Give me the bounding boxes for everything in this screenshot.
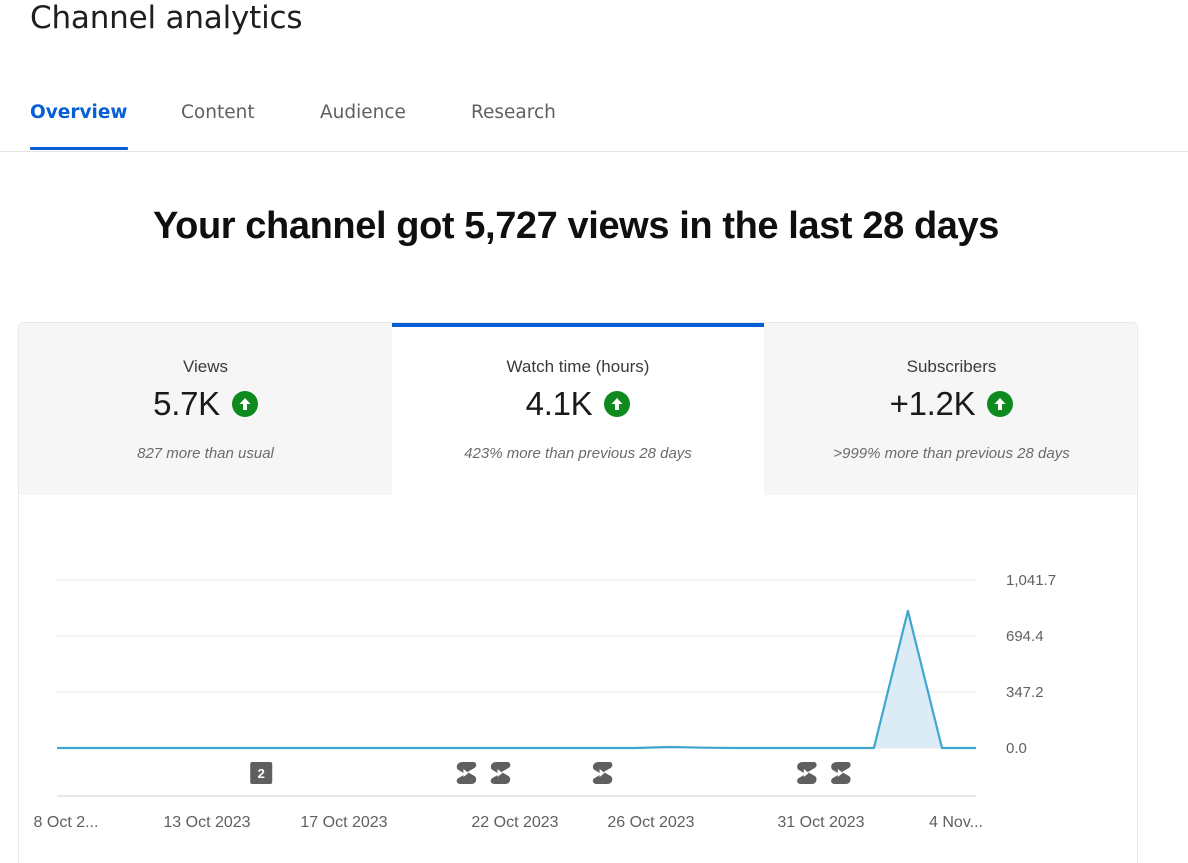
- x-tick-label: 22 Oct 2023: [471, 814, 558, 831]
- tab-content[interactable]: Content: [181, 102, 255, 123]
- watch-time-chart: 1,041.7 694.4 347.2 0.0 2 8 Oct 2... 13 Oct 20…: [34, 572, 1057, 831]
- y-tick-label: 694.4: [1006, 628, 1044, 645]
- y-tick-label: 0.0: [1006, 740, 1027, 757]
- x-tick-label: 31 Oct 2023: [777, 814, 864, 831]
- upload-count-text: 2: [258, 766, 265, 781]
- metric-value: 4.1K: [525, 385, 593, 422]
- y-tick-label: 1,041.7: [1006, 572, 1056, 589]
- arrow-up-circle-icon: [604, 391, 631, 417]
- metric-tabs: Views 5.7K 827 more than usual Watch tim…: [19, 323, 1137, 495]
- x-tick-label: 4 Nov...: [929, 814, 983, 831]
- metric-tab-views[interactable]: Views 5.7K 827 more than usual: [19, 323, 392, 495]
- upload-count-badge: [250, 762, 273, 784]
- metric-label: Subscribers: [906, 357, 997, 376]
- metric-value-row: 5.7K: [19, 385, 392, 423]
- tab-overview[interactable]: Overview: [30, 96, 128, 152]
- metric-note: >999% more than previous 28 days: [833, 445, 1070, 462]
- tab-audience[interactable]: Audience: [320, 102, 406, 123]
- metric-tab-subscribers[interactable]: Subscribers +1.2K >999% more than previo…: [764, 323, 1137, 495]
- x-tick-label: 13 Oct 2023: [163, 814, 250, 831]
- shorts-icon: [592, 762, 613, 784]
- header: Channel analytics Overview Content Audie…: [0, 0, 1188, 152]
- arrow-up-circle-icon: [987, 391, 1014, 417]
- shorts-icon: [797, 762, 817, 784]
- arrow-up-circle-icon: [231, 391, 258, 417]
- views-headline: Your channel got 5,727 views in the last…: [153, 205, 999, 247]
- metric-value: +1.2K: [889, 385, 976, 422]
- metric-value: 5.7K: [153, 385, 220, 422]
- metric-label: Views: [182, 357, 229, 376]
- metric-value-row: 4.1K: [392, 385, 764, 423]
- metric-note: 827 more than usual: [137, 445, 274, 462]
- shorts-icon: [456, 762, 477, 784]
- x-tick-label: 8 Oct 2...: [34, 814, 99, 831]
- metric-note: 423% more than previous 28 days: [464, 445, 692, 462]
- tab-research[interactable]: Research: [471, 102, 556, 123]
- x-tick-label: 26 Oct 2023: [607, 814, 694, 831]
- metric-tab-watch-time[interactable]: Watch time (hours) 4.1K 423% more than p…: [392, 323, 764, 495]
- x-tick-label: 17 Oct 2023: [300, 814, 387, 831]
- metric-label: Watch time (hours): [506, 357, 650, 376]
- metric-value-row: +1.2K: [764, 385, 1137, 423]
- series-line: [57, 609, 976, 750]
- shorts-icon: [831, 762, 851, 784]
- y-tick-label: 347.2: [1006, 684, 1044, 701]
- analytics-card: Views 5.7K 827 more than usual Watch tim…: [18, 322, 1138, 863]
- series-area: [57, 610, 976, 748]
- shorts-icon: [490, 762, 511, 784]
- page-title: Channel analytics: [30, 0, 303, 36]
